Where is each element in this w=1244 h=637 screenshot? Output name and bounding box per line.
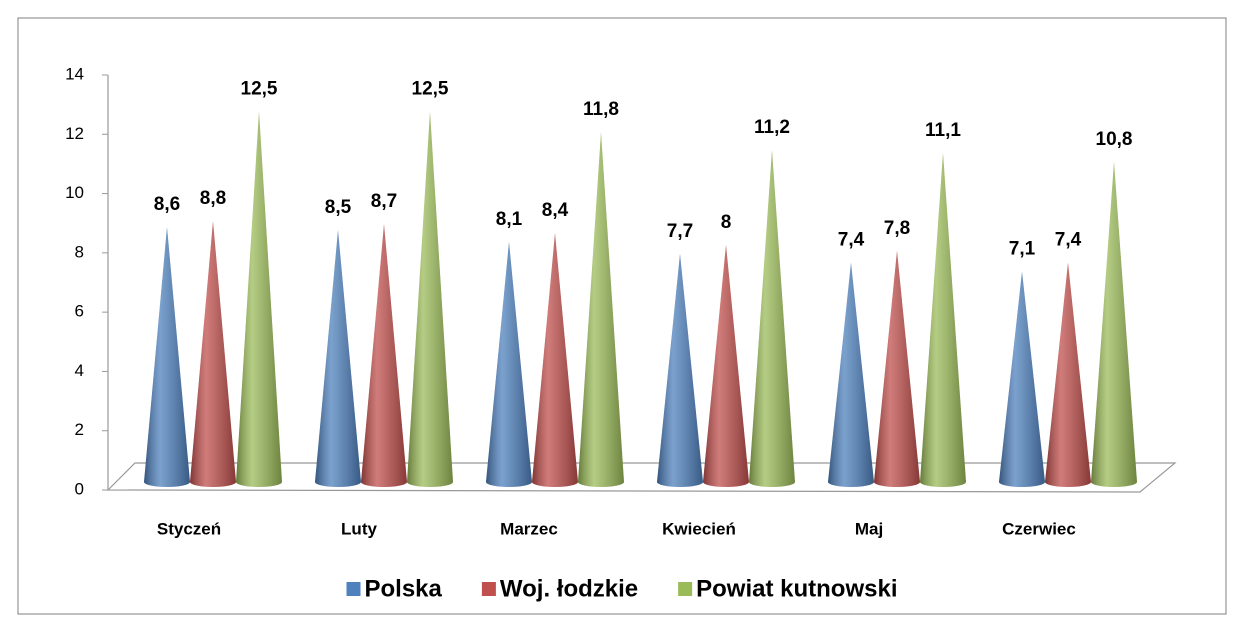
- y-tick-label: 12: [65, 124, 84, 143]
- data-label: 7,4: [1055, 230, 1082, 251]
- cone-shade: [874, 250, 920, 487]
- cone-shade: [703, 244, 749, 487]
- cone-shade: [236, 111, 282, 487]
- y-tick-label: 8: [75, 242, 84, 261]
- cone-shade: [315, 230, 361, 488]
- cone-shade: [532, 233, 578, 487]
- data-label: 12,5: [241, 78, 278, 99]
- cone-shade: [749, 150, 795, 487]
- y-tick-label: 10: [65, 183, 84, 202]
- data-label: 12,5: [412, 78, 449, 99]
- data-label: 8,5: [325, 197, 352, 218]
- data-label: 7,7: [667, 221, 693, 242]
- legend-swatch: [481, 582, 496, 596]
- legend-swatch: [346, 582, 361, 596]
- data-label: 7,1: [1009, 239, 1036, 260]
- cone-shade: [486, 241, 532, 487]
- data-label: 7,4: [838, 230, 865, 251]
- x-tick-label: Luty: [341, 519, 377, 538]
- cone-shade: [1045, 262, 1091, 487]
- x-tick-label: Czerwiec: [1002, 519, 1076, 538]
- data-label: 7,8: [884, 218, 910, 239]
- data-label: 8,7: [371, 191, 397, 212]
- data-label: 10,8: [1096, 129, 1133, 150]
- data-label: 8,1: [496, 209, 523, 230]
- x-tick-label: Marzec: [500, 519, 558, 538]
- cone-shade: [657, 253, 703, 487]
- data-label: 8,8: [200, 188, 226, 209]
- cone-shade: [578, 132, 624, 487]
- cone-shade: [920, 152, 966, 487]
- data-label: 8,6: [154, 194, 180, 215]
- y-tick-label: 2: [75, 420, 84, 439]
- x-tick-label: Maj: [855, 519, 883, 538]
- data-label: 11,1: [925, 120, 961, 141]
- data-label: 8,4: [542, 200, 569, 221]
- x-tick-label: Kwiecień: [662, 519, 736, 538]
- y-tick-label: 6: [75, 302, 84, 321]
- cone-shade: [361, 224, 407, 487]
- cone-shade: [1091, 161, 1137, 487]
- legend-label: Powiat kutnowski: [696, 575, 897, 602]
- y-tick-label: 0: [75, 479, 84, 498]
- legend-swatch: [678, 582, 693, 596]
- cone-shade: [999, 271, 1045, 487]
- y-tick-label: 14: [65, 64, 84, 83]
- data-label: 8: [721, 212, 732, 233]
- y-tick-label: 4: [75, 361, 84, 380]
- cone-shade: [144, 227, 190, 488]
- data-label: 11,2: [754, 117, 790, 138]
- x-tick-label: Styczeń: [157, 519, 221, 538]
- data-label: 11,8: [583, 99, 619, 120]
- legend-label: Polska: [365, 575, 443, 602]
- cone-shade: [407, 111, 453, 487]
- cone-shade: [190, 221, 236, 487]
- cone-shade: [828, 262, 874, 487]
- legend-label: Woj. łodzkie: [500, 575, 638, 602]
